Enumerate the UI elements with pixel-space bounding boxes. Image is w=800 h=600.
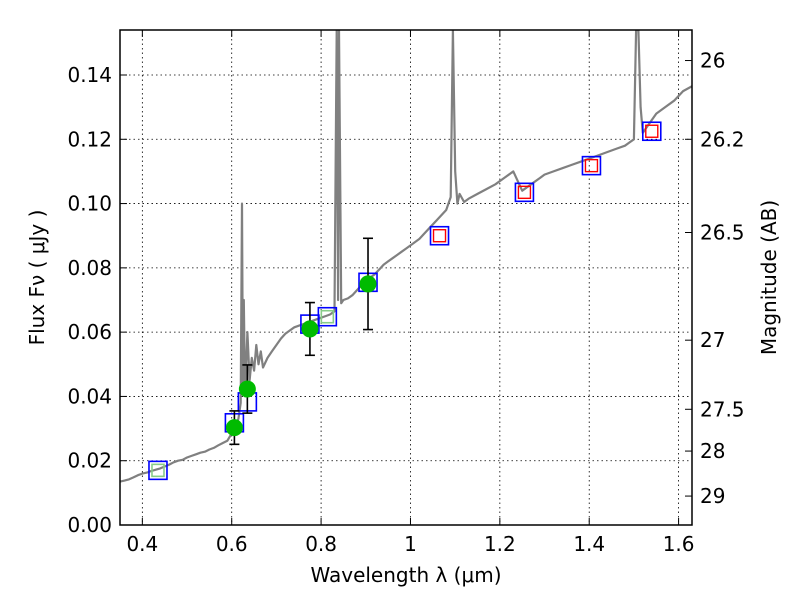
y-tick-label: 0.06	[67, 320, 112, 344]
right-tick-label: 27	[700, 328, 725, 352]
y-tick-label: 0.00	[67, 513, 112, 537]
x-tick-label: 0.8	[305, 532, 337, 556]
upper-limit-square	[432, 229, 447, 243]
x-axis-label: Wavelength λ (μm)	[310, 563, 501, 587]
observed-point	[225, 419, 243, 437]
right-axis-label: Magnitude (AB)	[757, 200, 781, 355]
data-markers	[148, 121, 662, 481]
upper-limit-square	[517, 185, 532, 200]
right-tick-label: 26.5	[700, 221, 745, 245]
right-tick-label: 27.5	[700, 397, 745, 421]
observed-point	[359, 275, 377, 293]
model-square	[148, 460, 168, 481]
right-tick-label: 29	[700, 484, 725, 508]
right-tick-label: 26	[700, 49, 725, 73]
axis-ticks: 0.4 0.6 0.8 1 1.2 1.4 1.6 0.00 0.02 0.04 0.06 0.08 0…	[67, 30, 745, 556]
model-square	[317, 306, 338, 327]
right-tick-label: 26.2	[700, 127, 745, 151]
y-tick-label: 0.10	[67, 192, 112, 216]
right-tick-label: 28	[700, 439, 725, 463]
y-tick-label: 0.14	[67, 63, 112, 87]
observed-point	[301, 320, 319, 338]
x-tick-label: 0.6	[216, 532, 248, 556]
plot-frame	[119, 29, 693, 526]
model-square	[514, 182, 535, 203]
model-spectrum	[120, 30, 692, 483]
y-tick-label: 0.12	[67, 127, 112, 151]
x-tick-label: 1.4	[573, 532, 605, 556]
y-tick-label: 0.02	[67, 449, 112, 473]
x-tick-label: 0.4	[126, 532, 158, 556]
x-tick-label: 1.2	[484, 532, 516, 556]
y-axis-label: Flux Fν ( μJy )	[25, 210, 49, 346]
model-square	[641, 121, 662, 142]
x-tick-label: 1.6	[663, 532, 695, 556]
upper-limit-square	[645, 124, 659, 138]
upper-limit-square	[584, 158, 599, 173]
spectrum-line	[120, 30, 692, 483]
grid-lines	[120, 30, 692, 526]
x-tick-label: 1	[404, 532, 417, 556]
observed-point	[238, 380, 256, 398]
y-tick-label: 0.08	[67, 256, 112, 280]
model-square	[429, 225, 450, 246]
model-square-small	[151, 463, 165, 478]
y-tick-label: 0.04	[67, 384, 112, 408]
model-square	[581, 155, 602, 176]
model-square-small	[320, 309, 335, 324]
